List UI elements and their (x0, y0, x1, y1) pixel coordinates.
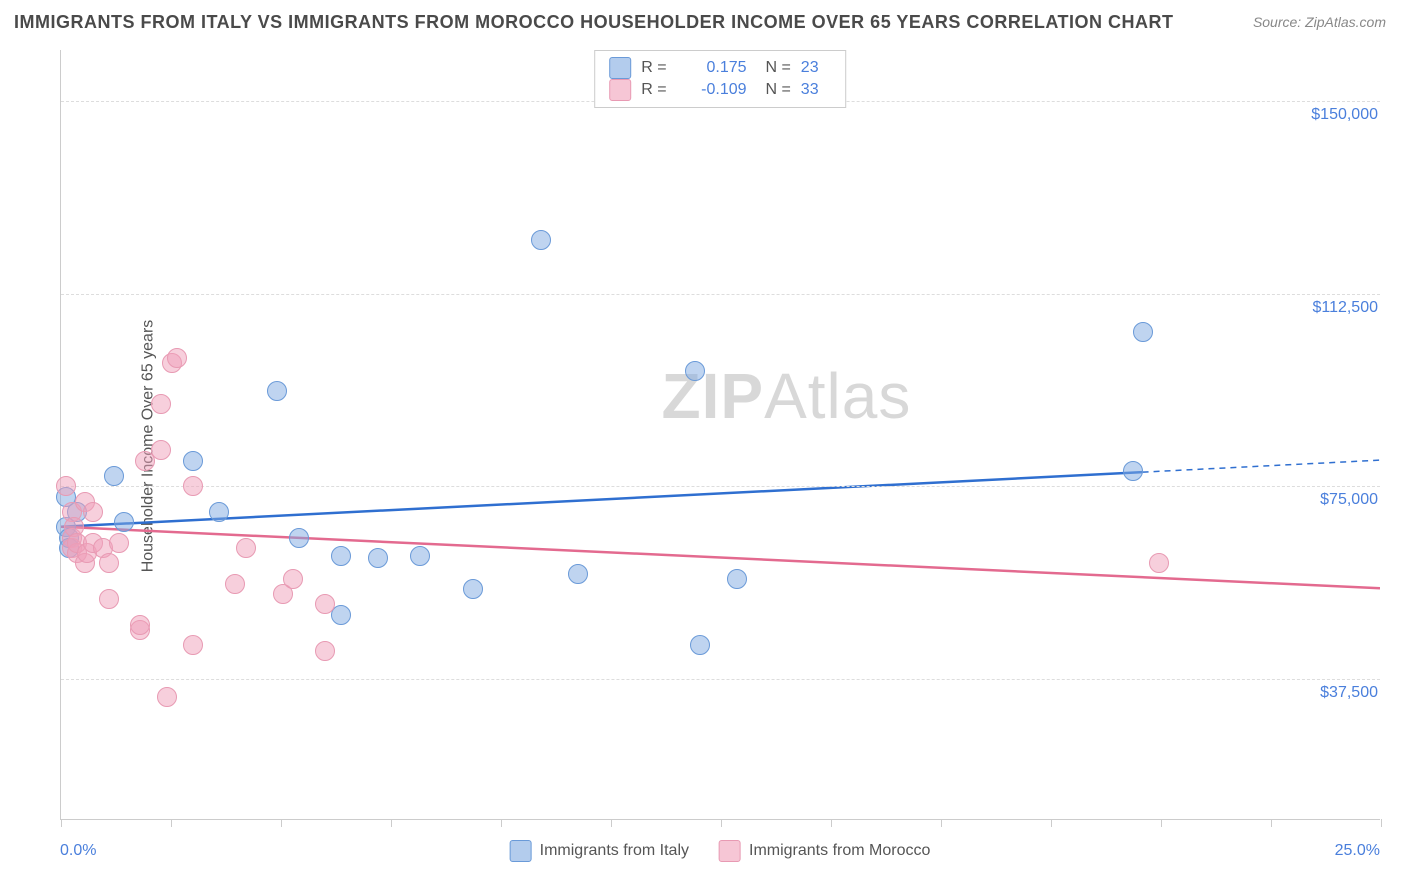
data-point-italy (463, 579, 483, 599)
data-point-morocco (56, 476, 76, 496)
data-point-italy (289, 528, 309, 548)
data-point-italy (1133, 322, 1153, 342)
n-value-italy: 23 (801, 59, 831, 77)
n-label: N = (757, 81, 791, 99)
y-tick-label: $37,500 (1316, 684, 1382, 702)
x-tick (281, 819, 282, 827)
data-point-morocco (283, 569, 303, 589)
x-tick (941, 819, 942, 827)
legend-item-italy: Immigrants from Italy (510, 840, 689, 862)
data-point-morocco (183, 476, 203, 496)
x-tick (1051, 819, 1052, 827)
chart-area: ZIPAtlas $37,500 $75,000 $112,500 $150,000 (60, 50, 1380, 820)
watermark-bold: ZIP (662, 360, 765, 432)
chart-container: IMMIGRANTS FROM ITALY VS IMMIGRANTS FROM… (0, 0, 1406, 892)
r-value-italy: 0.175 (677, 59, 747, 77)
data-point-italy (114, 512, 134, 532)
watermark-rest: Atlas (764, 360, 911, 432)
data-point-italy (104, 466, 124, 486)
gridline-h (61, 679, 1380, 680)
x-tick (171, 819, 172, 827)
data-point-italy (183, 451, 203, 471)
x-axis-max-label: 25.0% (1335, 842, 1380, 860)
y-tick-label: $112,500 (1308, 299, 1382, 317)
trend-lines-svg (61, 50, 1380, 819)
legend-swatch-morocco (609, 79, 631, 101)
gridline-h (61, 486, 1380, 487)
series-legend: Immigrants from Italy Immigrants from Mor… (510, 840, 931, 862)
gridline-h (61, 294, 1380, 295)
data-point-morocco (157, 687, 177, 707)
r-value-morocco: -0.109 (677, 81, 747, 99)
data-point-morocco (1149, 553, 1169, 573)
trendline-italy-extrapolated (1143, 460, 1380, 472)
trendline-morocco (61, 527, 1380, 589)
n-value-morocco: 33 (801, 81, 831, 99)
source-attribution: Source: ZipAtlas.com (1253, 14, 1386, 30)
x-tick (1271, 819, 1272, 827)
data-point-morocco (167, 348, 187, 368)
data-point-italy (410, 546, 430, 566)
data-point-italy (368, 548, 388, 568)
x-tick (721, 819, 722, 827)
legend-label-italy: Immigrants from Italy (540, 842, 689, 860)
data-point-morocco (99, 589, 119, 609)
data-point-morocco (83, 502, 103, 522)
x-axis-min-label: 0.0% (60, 842, 96, 860)
data-point-morocco (109, 533, 129, 553)
data-point-morocco (315, 594, 335, 614)
x-tick (61, 819, 62, 827)
data-point-morocco (183, 635, 203, 655)
r-label: R = (641, 59, 666, 77)
legend-swatch-morocco (719, 840, 741, 862)
data-point-morocco (151, 394, 171, 414)
x-tick (1161, 819, 1162, 827)
y-tick-label: $150,000 (1307, 106, 1382, 124)
y-tick-label: $75,000 (1316, 491, 1382, 509)
n-label: N = (757, 59, 791, 77)
legend-swatch-italy (510, 840, 532, 862)
legend-stat-row-italy: R = 0.175 N = 23 (609, 57, 831, 79)
data-point-italy (690, 635, 710, 655)
legend-label-morocco: Immigrants from Morocco (749, 842, 930, 860)
x-tick (501, 819, 502, 827)
x-tick (831, 819, 832, 827)
legend-stat-row-morocco: R = -0.109 N = 33 (609, 79, 831, 101)
chart-title: IMMIGRANTS FROM ITALY VS IMMIGRANTS FROM… (14, 12, 1174, 33)
x-tick (1381, 819, 1382, 827)
data-point-italy (685, 361, 705, 381)
data-point-italy (209, 502, 229, 522)
data-point-italy (1123, 461, 1143, 481)
legend-swatch-italy (609, 57, 631, 79)
data-point-morocco (151, 440, 171, 460)
correlation-legend: R = 0.175 N = 23 R = -0.109 N = 33 (594, 50, 846, 108)
data-point-morocco (225, 574, 245, 594)
legend-item-morocco: Immigrants from Morocco (719, 840, 930, 862)
x-tick (611, 819, 612, 827)
r-label: R = (641, 81, 666, 99)
data-point-italy (267, 381, 287, 401)
data-point-italy (331, 546, 351, 566)
plot-area: ZIPAtlas $37,500$75,000$112,500$150,000 … (60, 50, 1380, 820)
data-point-morocco (236, 538, 256, 558)
data-point-italy (727, 569, 747, 589)
data-point-morocco (315, 641, 335, 661)
data-point-italy (531, 230, 551, 250)
x-tick (391, 819, 392, 827)
data-point-morocco (99, 553, 119, 573)
data-point-italy (568, 564, 588, 584)
data-point-morocco (130, 615, 150, 635)
